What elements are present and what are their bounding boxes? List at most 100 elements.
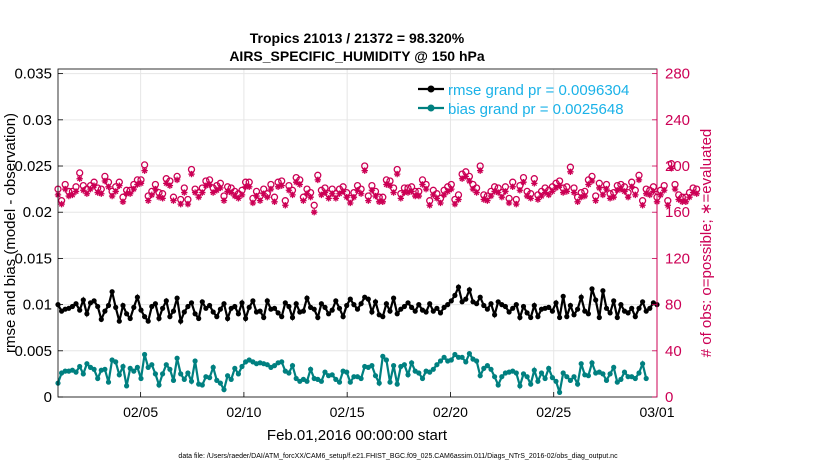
rmse-point	[611, 298, 617, 304]
y-tick-label-left: 0.025	[14, 158, 52, 175]
bias-point	[488, 366, 494, 372]
rmse-point	[640, 299, 646, 305]
bias-point	[174, 355, 180, 361]
bias-point	[499, 374, 505, 380]
obs-evaluated-point	[264, 193, 271, 201]
obs-evaluated-point	[516, 187, 524, 194]
rmse-point	[398, 306, 404, 312]
rmse-point	[91, 298, 97, 304]
rmse-point	[481, 302, 487, 309]
rmse-point	[455, 284, 462, 290]
rmse-point	[596, 314, 602, 321]
obs-evaluated-point	[603, 185, 610, 193]
rmse-point	[232, 303, 238, 310]
rmse-point	[243, 315, 249, 322]
y-tick-label-right: 200	[665, 158, 690, 175]
y-tick-label-left: 0.035	[14, 66, 52, 83]
bias-point	[463, 359, 469, 365]
bias-point	[232, 365, 238, 371]
obs-evaluated-point	[289, 191, 296, 199]
bias-point	[643, 375, 649, 382]
bias-point	[484, 363, 490, 369]
obs-evaluated-point	[228, 189, 235, 196]
obs-evaluated-point	[231, 192, 239, 200]
obs-evaluated-point	[213, 187, 220, 194]
obs-evaluated-point	[278, 182, 285, 189]
rmse-point	[142, 314, 148, 320]
rmse-point	[520, 303, 527, 310]
rmse-point	[394, 311, 400, 317]
obs-evaluated-point	[563, 188, 570, 195]
y-tick-label-right: 240	[665, 112, 690, 129]
bias-point	[419, 375, 426, 382]
bias-point	[95, 375, 101, 382]
obs-evaluated-point	[242, 183, 249, 191]
rmse-point	[603, 305, 610, 311]
obs-evaluated-point	[549, 188, 556, 195]
obs-evaluated-point	[390, 189, 397, 196]
x-tick-label: 02/25	[536, 404, 571, 420]
bias-point	[603, 377, 610, 383]
obs-evaluated-point	[686, 193, 693, 201]
obs-evaluated-point	[509, 183, 516, 191]
obs-evaluated-point	[235, 195, 242, 202]
rmse-point	[116, 318, 122, 324]
plot-frame	[57, 68, 658, 398]
bias-point	[145, 364, 151, 370]
obs-evaluated-point	[581, 192, 589, 200]
legend: rmse grand pr = 0.0096304 bias grand pr …	[418, 82, 629, 118]
rmse-point	[203, 305, 209, 311]
rmse-point	[582, 308, 588, 314]
legend-rmse-marker	[427, 85, 435, 93]
bias-point	[304, 378, 310, 384]
rmse-point	[629, 305, 635, 311]
rmse-point	[351, 302, 357, 308]
rmse-point	[593, 297, 599, 303]
bias-point	[513, 370, 519, 376]
rmse-point	[178, 318, 184, 324]
bias-point	[531, 367, 537, 373]
obs-evaluated-point	[354, 187, 361, 194]
legend-bias-label: bias grand pr = 0.0025648	[448, 101, 624, 118]
rmse-point	[513, 302, 519, 308]
obs-evaluated-point	[639, 202, 646, 209]
bias-point	[376, 380, 382, 386]
obs-evaluated-point	[646, 191, 653, 199]
bias-point	[228, 376, 234, 382]
bias-point	[557, 389, 563, 395]
rmse-point	[510, 305, 516, 311]
obs-evaluated-point	[134, 181, 141, 188]
rmse-point	[163, 298, 169, 304]
bias-point	[578, 361, 584, 367]
obs-evaluated-point	[624, 193, 632, 201]
rmse-point	[477, 294, 483, 300]
obs-evaluated-point	[274, 183, 282, 191]
y-tick-label-right: 80	[665, 297, 682, 314]
bias-point	[383, 357, 389, 363]
rmse-point	[73, 301, 79, 307]
obs-evaluated-point	[617, 185, 625, 193]
obs-evaluated-point	[166, 182, 174, 189]
rmse-point	[564, 314, 570, 320]
rmse-point	[138, 307, 144, 313]
bias-point	[492, 374, 498, 380]
bias-point	[632, 375, 638, 382]
bias-point	[210, 364, 216, 370]
rmse-point	[257, 308, 263, 314]
obs-evaluated-point	[177, 200, 184, 208]
bias-point	[614, 379, 620, 385]
obs-evaluated-point	[267, 185, 275, 193]
grid-lines	[58, 69, 658, 398]
obs-evaluated-point	[314, 176, 322, 184]
bias-point	[571, 374, 577, 380]
obs-evaluated-point	[458, 175, 466, 182]
obs-evaluated-point	[596, 184, 603, 192]
rmse-point	[275, 310, 281, 316]
bias-point	[134, 364, 140, 370]
rmse-point	[250, 298, 256, 304]
obs-evaluated-point	[80, 187, 87, 194]
bias-point	[344, 369, 350, 375]
obs-evaluated-point	[495, 189, 502, 196]
bias-point	[477, 373, 483, 379]
